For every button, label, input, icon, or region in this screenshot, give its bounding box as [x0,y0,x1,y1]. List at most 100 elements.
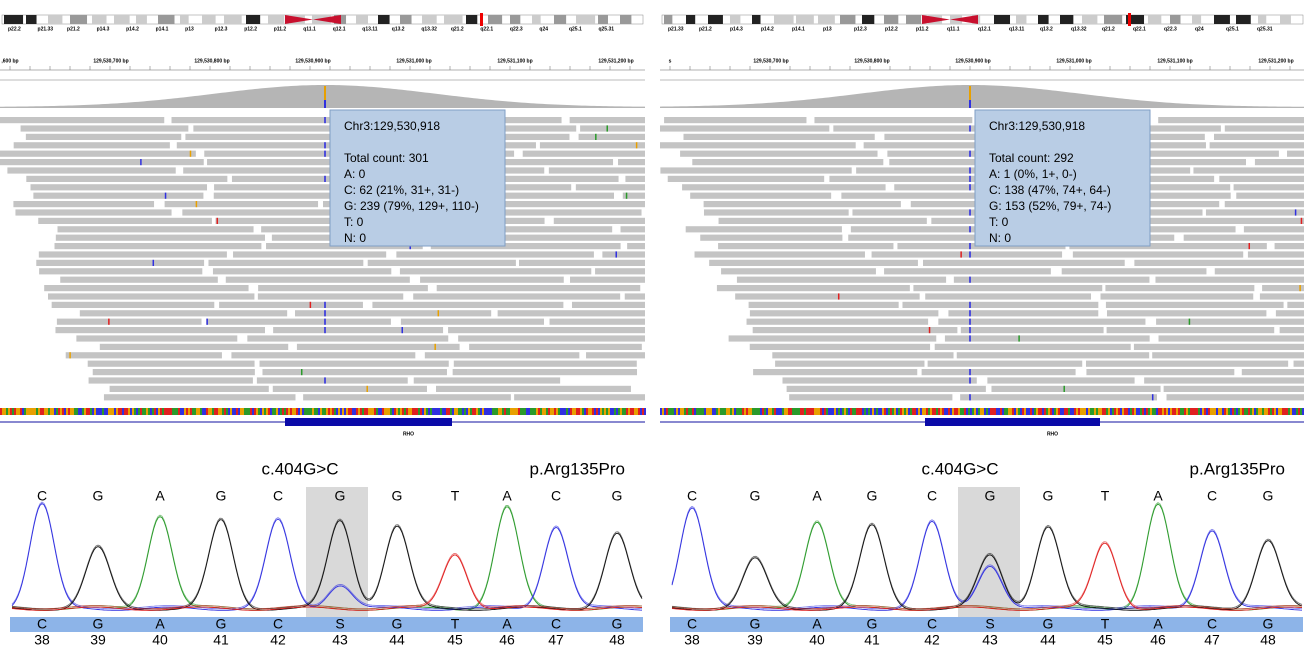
sequence-base [262,408,264,415]
bottom-base: G [216,616,227,632]
read [38,218,212,224]
read [948,310,1098,316]
sequence-base [282,408,284,415]
read-mismatch [595,134,597,140]
sequence-base [758,408,760,415]
read [576,184,645,190]
read [925,293,1091,299]
tooltip-line: N: 0 [344,231,366,245]
ideogram-band [576,15,595,24]
sequence-base [206,408,208,415]
read-mismatch [969,251,971,257]
read [1225,125,1304,131]
sequence-base [38,408,40,415]
band-label: q25.31 [598,26,614,32]
sequence-base [480,408,482,415]
read [750,310,939,316]
sequence-base [1220,408,1222,415]
position: 43 [982,632,998,648]
sequence-base [870,408,872,415]
band-label: q22.1 [1133,26,1146,32]
read-mismatch [1152,394,1154,400]
ideogram-band [422,15,437,24]
tooltip-line: G: 239 (79%, 129+, 110-) [344,199,479,213]
read [923,260,1125,266]
tooltip-line: T: 0 [344,215,364,229]
read [48,293,254,299]
sequence-base [276,408,278,415]
sequence-base [688,408,690,415]
sequence-base [1248,408,1250,415]
sequence-base [720,408,722,415]
top-base: G [93,488,104,504]
read-mismatch [196,201,198,207]
read-mismatch [969,319,971,325]
sequence-base [868,408,870,415]
sequence-base [1256,408,1258,415]
sequence-base [176,408,178,415]
read [775,361,924,367]
sequence-base [398,408,400,415]
sequence-base [518,408,520,415]
sequence-base [100,408,102,415]
band-label: q24 [539,26,548,32]
sequence-base [422,408,424,415]
sequence-base [80,408,82,415]
sequence-base [174,408,176,415]
read-mismatch [929,327,931,333]
read [400,268,591,274]
sequence-base [812,408,814,415]
read-mismatch [69,352,71,358]
read [580,125,645,131]
sequence-base [1014,408,1016,415]
read [14,142,170,148]
read [1193,167,1304,173]
mutation: c.404G>C [261,459,338,478]
read [414,377,560,383]
read [448,327,645,333]
band-label: q22.3 [510,26,523,32]
sequence-base [684,408,686,415]
sequence-base [744,408,746,415]
sequence-base [1112,408,1114,415]
sequence-base [414,408,416,415]
read-mismatch [324,151,326,157]
read-mismatch [140,159,142,165]
sequence-base [1268,408,1270,415]
sequence-base [724,408,726,415]
sequence-base [578,408,580,415]
read [960,394,1157,400]
read [172,117,355,123]
read [1280,327,1304,333]
sequence-base [56,408,58,415]
read [957,352,1149,358]
read-mismatch [206,319,208,325]
sequence-base [820,408,822,415]
sequence-base [938,408,940,415]
sequence-base [1020,408,1022,415]
read [104,394,296,400]
ruler-label: 129,530,700 bp [93,58,128,64]
sequence-base [364,408,366,415]
sequence-base [810,408,812,415]
read [1234,184,1304,190]
sequence-base [202,408,204,415]
sequence-base [1114,408,1116,415]
sequence-base [1240,408,1242,415]
ideogram-band [730,15,740,24]
band-label: q25.31 [1257,26,1273,32]
read [503,201,645,207]
sequence-base [160,408,162,415]
sequence-base [662,408,664,415]
read [1158,117,1304,123]
sequence-base [10,408,12,415]
sequence-base [706,408,708,415]
sequence-base [204,408,206,415]
sequence-base [28,408,30,415]
sequence-base [800,408,802,415]
sequence-base [1176,408,1178,415]
read [247,335,448,341]
sequence-base [6,408,8,415]
read-mismatch [324,142,326,148]
read [437,285,641,291]
